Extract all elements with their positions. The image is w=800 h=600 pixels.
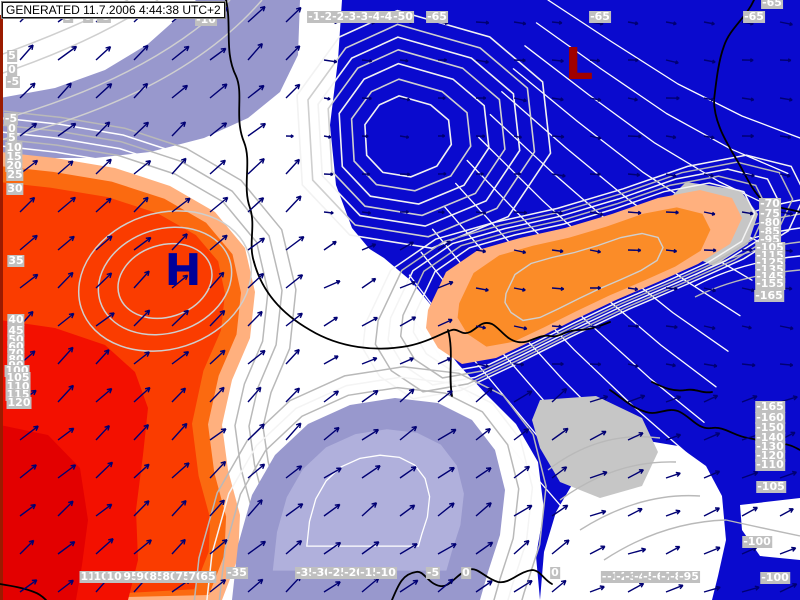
contour-label: -70	[759, 197, 781, 210]
contour-label: 30	[6, 182, 24, 195]
contour-label: -5	[3, 112, 19, 125]
contour-label: -165	[754, 289, 784, 302]
generated-timestamp: GENERATED 11.7.2006 4:44:38 UTC+2	[1, 1, 226, 19]
contour-label: -65	[589, 10, 611, 23]
warm-region	[0, 152, 255, 600]
contour-label: -160	[755, 411, 785, 424]
contour-label: -105	[756, 480, 786, 493]
contour-label: -165	[755, 400, 785, 413]
contour-label: -65	[743, 10, 765, 23]
left-edge-strip	[0, 15, 3, 600]
contour-label: 0	[461, 566, 471, 579]
contour-label: -150	[755, 421, 785, 434]
contour-label: -35	[226, 566, 248, 579]
contour-label: 85	[148, 570, 166, 583]
contour-label: 25	[6, 168, 24, 181]
contour-label: 95	[122, 570, 140, 583]
warm-ridge	[362, 154, 800, 400]
contour-label: -50	[392, 10, 414, 23]
contour-label: 40	[7, 313, 25, 326]
contour-label: 5	[7, 49, 17, 62]
contour-label: 80	[161, 570, 179, 583]
low-center-symbol: L	[564, 39, 594, 91]
contour-label: 65	[199, 570, 217, 583]
contour-label: 75	[174, 570, 192, 583]
cold-pool-rings	[296, 9, 552, 250]
contour-label: -65	[761, 0, 783, 9]
contour-label: 35	[7, 254, 25, 267]
bottom-lavender-region	[193, 366, 547, 600]
contour-label: 5	[7, 131, 17, 144]
contour-label: -155	[755, 277, 785, 290]
contour-label: 120	[6, 396, 32, 409]
contour-label: -65	[426, 10, 448, 23]
contour-label: -5	[5, 75, 21, 88]
contour-label: -100	[760, 571, 790, 584]
contour-label: -95	[678, 570, 700, 583]
contour-label: 0	[7, 63, 17, 76]
contour-label: -100	[742, 535, 772, 548]
contour-label: 0	[550, 566, 560, 579]
contour-label: -110	[755, 458, 785, 471]
contour-label: 0	[7, 122, 17, 135]
contour-label: -5	[425, 566, 441, 579]
contour-label: -10	[375, 566, 397, 579]
contour-label: 90	[135, 570, 153, 583]
wind-barbs	[19, 5, 798, 593]
high-center-symbol: H	[164, 245, 202, 297]
